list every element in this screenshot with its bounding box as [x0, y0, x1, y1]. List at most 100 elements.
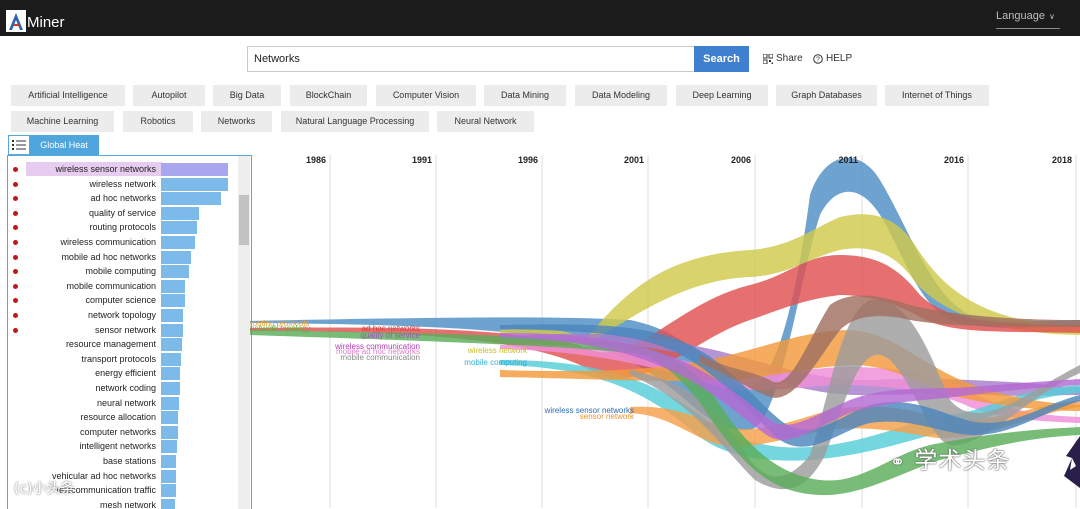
keyword-row[interactable]: intelligent networks [8, 439, 238, 454]
keyword-label: mesh network [99, 499, 156, 509]
stream-ad-hoc-networks[interactable] [250, 255, 1080, 379]
stream-label[interactable]: wireless communication [334, 342, 420, 351]
tag-autopilot[interactable]: Autopilot [133, 85, 205, 106]
tag-data-mining[interactable]: Data Mining [484, 85, 566, 106]
keyword-heat-bar [161, 367, 181, 381]
keyword-row[interactable]: resource allocation [8, 410, 238, 425]
keyword-row[interactable]: mobile ad hoc networks [8, 250, 238, 264]
hot-indicator-icon [13, 181, 18, 187]
keyword-heat-bar [161, 469, 177, 483]
tag-graph-databases[interactable]: Graph Databases [776, 85, 877, 106]
stream-label[interactable]: quality of service [360, 331, 420, 340]
keyword-label: energy efficient [95, 368, 156, 379]
keyword-row[interactable]: energy efficient [8, 366, 238, 381]
keyword-heat-bar [161, 455, 177, 468]
keyword-row[interactable]: neural network [8, 396, 238, 410]
keyword-row[interactable]: base stations [8, 454, 238, 468]
keyword-row[interactable]: wireless communication [8, 235, 238, 249]
keyword-row[interactable]: transport protocols [8, 352, 238, 366]
keyword-label: wireless network [89, 178, 156, 189]
keyword-row[interactable]: wireless network [8, 177, 238, 191]
keyword-label: resource allocation [80, 412, 156, 423]
stream-routing-protocols[interactable] [500, 324, 1080, 447]
stream-label[interactable]: routing protocols [250, 319, 309, 328]
stream-mobile-computing[interactable] [500, 360, 1080, 461]
stream-resource-management[interactable] [700, 295, 1080, 398]
search-button[interactable]: Search [694, 46, 749, 72]
tag-natural-language-processing[interactable]: Natural Language Processing [281, 111, 429, 132]
selected-highlight [26, 162, 162, 176]
stream-label[interactable]: mobile computing [464, 358, 527, 367]
tag-deep-learning[interactable]: Deep Learning [676, 85, 768, 106]
keyword-row[interactable]: network coding [8, 381, 238, 395]
tag-big-data[interactable]: Big Data [213, 85, 281, 106]
keyword-row[interactable]: vehicular ad hoc networks [8, 469, 238, 483]
keyword-heat-bar [161, 221, 197, 235]
keyword-row[interactable]: mobile computing [8, 264, 238, 279]
stream-label[interactable]: mobile communication [340, 353, 420, 362]
language-dropdown[interactable]: Language ∨ [996, 10, 1060, 29]
keyword-row[interactable]: quality of service [8, 206, 238, 220]
hot-indicator-icon [13, 196, 18, 202]
keyword-row[interactable]: ad hoc networks [8, 191, 238, 206]
keyword-label: telecommunication traffic [56, 485, 156, 496]
keyword-row[interactable]: mobile communication [8, 279, 238, 293]
tag-blockchain[interactable]: BlockChain [290, 85, 367, 106]
watermark-text: ⚭ 学术头条 [890, 441, 1010, 475]
aminer-logo[interactable]: Miner [6, 6, 65, 32]
tag-neural-network[interactable]: Neural Network [437, 111, 534, 132]
keyword-label: base stations [102, 456, 156, 466]
keyword-heat-bar [161, 309, 184, 322]
keyword-label: network topology [87, 310, 156, 320]
keyword-row[interactable]: wireless sensor networks [8, 162, 238, 176]
keyword-label: routing protocols [89, 222, 156, 233]
year-label: 2018 [1052, 155, 1072, 165]
stream-label[interactable]: ad hoc networks [362, 324, 420, 333]
tag-networks[interactable]: Networks [201, 111, 272, 132]
help-button[interactable]: ? HELP [813, 53, 852, 64]
keyword-row[interactable]: telecommunication traffic [8, 483, 238, 498]
keyword-label: computer networks [79, 426, 156, 437]
keyword-row[interactable]: network topology [8, 308, 238, 322]
keyword-row[interactable]: routing protocols [8, 220, 238, 235]
keyword-row[interactable]: computer science [8, 293, 238, 308]
tag-artificial-intelligence[interactable]: Artificial Intelligence [11, 85, 125, 106]
hot-indicator-icon [13, 254, 18, 260]
keyword-heat-bar [161, 265, 190, 279]
logo-text: Miner [27, 14, 65, 31]
stream-label[interactable]: mobile ad hoc networks [336, 347, 420, 356]
tag-computer-vision[interactable]: Computer Vision [376, 85, 476, 106]
share-button[interactable]: Share [763, 53, 803, 64]
scrollbar-thumb[interactable] [239, 195, 249, 245]
search-input[interactable] [247, 46, 695, 72]
list-view-button[interactable] [8, 135, 30, 155]
tag-internet-of-things[interactable]: Internet of Things [885, 85, 989, 106]
keyword-label: wireless sensor networks [55, 164, 156, 174]
keyword-row[interactable]: resource management [8, 337, 238, 352]
stream-label[interactable]: network topology [250, 324, 310, 333]
share-label: Share [776, 53, 803, 64]
wechat-icon: ⚭ [890, 452, 907, 473]
year-label: 2006 [731, 155, 751, 165]
watermark-bottom: (c)小头条 [14, 481, 75, 497]
year-label: 1996 [518, 155, 538, 165]
keyword-label: computer science [85, 295, 156, 306]
tag-machine-learning[interactable]: Machine Learning [11, 111, 114, 132]
stream-label[interactable]: wireless network [467, 346, 528, 355]
keyword-label: intelligent networks [79, 441, 156, 452]
tag-data-modeling[interactable]: Data Modeling [575, 85, 667, 106]
keyword-row[interactable]: sensor network [8, 323, 238, 337]
hot-indicator-icon [13, 167, 18, 172]
stream-wireless-communication[interactable] [500, 333, 1080, 440]
tab-global-heat[interactable]: Global Heat [29, 135, 99, 155]
keyword-row[interactable]: mesh network [8, 498, 238, 509]
chevron-down-icon: ∨ [1048, 12, 1055, 21]
stream-label[interactable]: sensor network [580, 412, 635, 421]
help-icon: ? [813, 53, 823, 64]
tag-robotics[interactable]: Robotics [123, 111, 193, 132]
stream-energy-efficient[interactable] [500, 330, 1080, 411]
stream-wireless-network[interactable] [500, 214, 1080, 345]
stream-label[interactable]: wireless sensor networks [544, 406, 634, 415]
keyword-label: transport protocols [81, 353, 156, 364]
keyword-row[interactable]: computer networks [8, 425, 238, 439]
